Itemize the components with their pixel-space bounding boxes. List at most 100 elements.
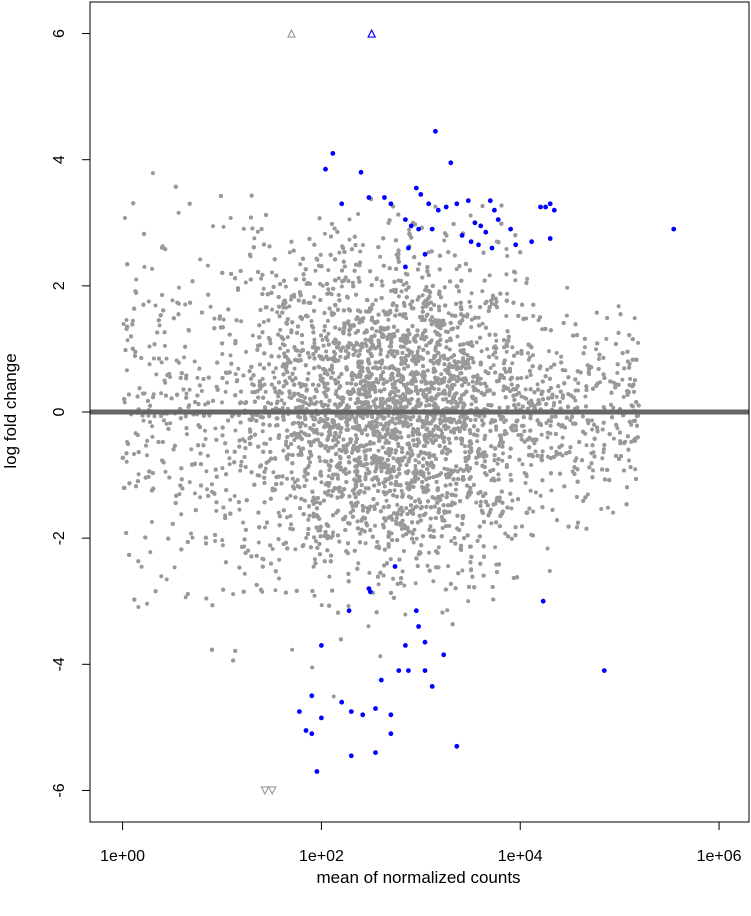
background-point [348,397,353,402]
background-point [591,450,596,455]
background-point [263,389,268,394]
background-point [413,479,417,484]
background-point [568,418,573,423]
background-point [164,356,169,361]
background-point [184,432,189,437]
background-point [413,499,418,504]
background-point [310,665,315,670]
background-point [373,523,377,528]
background-point [426,488,431,493]
background-point [273,366,278,371]
background-point [524,474,529,479]
background-point [513,406,518,411]
background-point [601,447,606,452]
background-point [241,520,246,525]
background-point [382,484,387,489]
background-point [509,506,514,511]
background-point [121,322,126,326]
background-point [277,557,282,562]
background-point [379,469,384,474]
background-point [213,539,218,543]
background-point [296,445,301,450]
background-point [182,355,187,360]
background-point [368,447,373,452]
background-point [227,456,232,461]
background-point [296,398,300,403]
background-point [611,510,616,515]
background-point [260,376,265,381]
background-point [414,536,419,541]
background-point [179,512,184,517]
background-point [402,523,407,528]
background-point [526,351,530,356]
background-point [420,293,425,298]
background-point [485,347,490,352]
background-point [508,389,513,394]
background-point [453,487,458,492]
background-point [270,547,275,551]
background-point [469,402,474,407]
background-point [393,421,398,426]
background-point [386,544,391,549]
background-point [195,375,200,380]
background-point [379,279,384,284]
background-point [466,382,471,386]
background-point [504,247,509,251]
background-point [551,403,556,408]
background-point [318,252,323,257]
background-point [311,564,316,569]
background-point [442,416,447,421]
background-point [302,498,307,503]
background-point [312,593,317,598]
background-point [404,316,409,321]
background-point [436,545,441,550]
background-point [494,299,499,304]
background-point [347,217,352,222]
background-point [436,387,441,392]
background-point [632,316,637,321]
background-point [531,353,535,358]
background-point [163,469,168,474]
background-point [326,268,331,273]
background-point [478,499,483,504]
background-point [391,456,396,461]
background-point [278,346,283,351]
background-point [458,415,463,420]
background-point [545,435,550,440]
background-point [183,595,188,600]
background-point [430,315,435,320]
background-point [525,276,530,281]
background-point [353,433,358,438]
background-point [236,366,241,371]
background-point [540,327,545,332]
background-point [164,577,169,582]
background-point [187,403,192,408]
background-point [411,414,416,419]
background-point [304,535,309,540]
background-point [321,343,326,348]
background-point [285,515,289,520]
background-point [367,570,372,575]
background-point [528,488,533,493]
background-point [184,391,189,396]
background-point [271,470,276,475]
background-point [386,317,391,322]
background-point [356,561,361,566]
background-point [157,323,162,328]
background-point [149,520,154,524]
background-point [411,540,416,545]
background-point [306,517,311,522]
background-point [505,254,510,258]
background-point [462,444,467,449]
background-point [341,437,346,442]
background-point [404,506,409,511]
background-point [497,405,502,410]
background-point [337,327,342,332]
background-point [452,430,456,435]
background-point [467,299,472,304]
background-point [275,310,280,315]
background-point [189,531,193,536]
background-point [444,339,449,344]
background-point [523,387,528,392]
background-point [529,463,534,467]
